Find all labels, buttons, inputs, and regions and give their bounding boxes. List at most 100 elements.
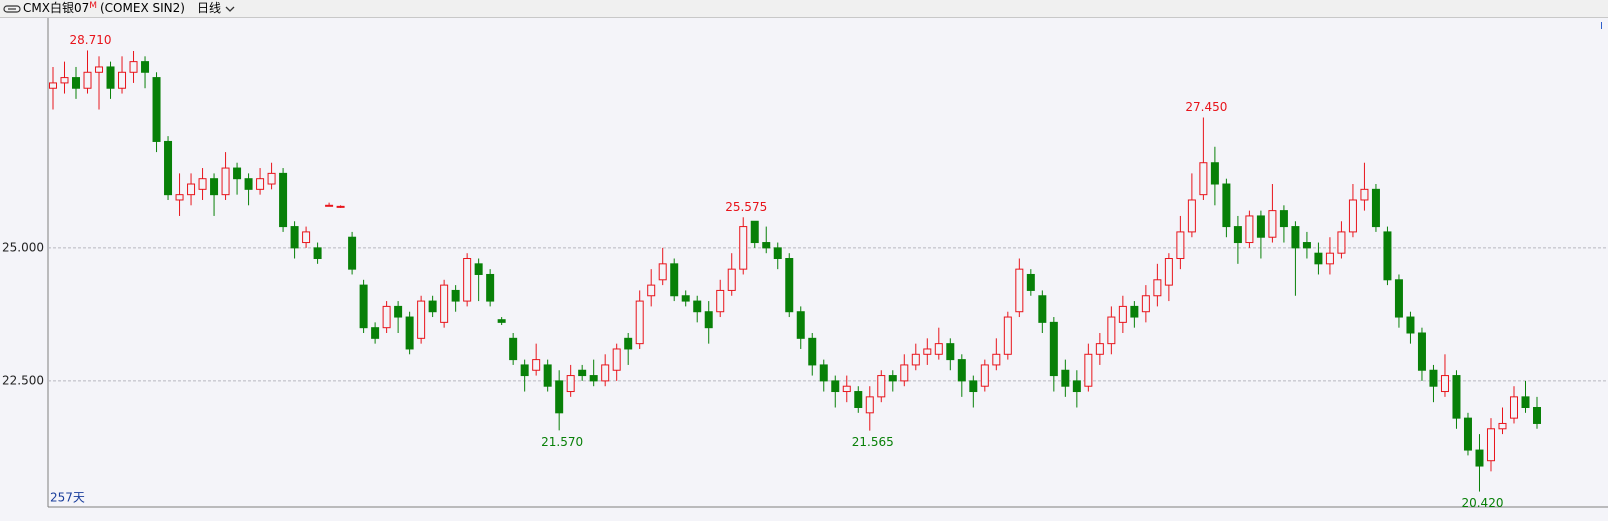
- exchange: (COMEX SIN2): [100, 1, 185, 15]
- candle-body: [440, 284, 449, 323]
- high-label: 27.450: [1185, 100, 1227, 114]
- candle-body: [1061, 369, 1070, 387]
- candle-body: [256, 178, 265, 190]
- candle-body: [405, 316, 414, 350]
- candle-body: [1325, 252, 1334, 265]
- link-icon[interactable]: [3, 4, 21, 14]
- candle-body: [773, 247, 782, 260]
- period: 日线: [196, 1, 221, 15]
- candle-body: [1153, 279, 1162, 297]
- candle-body: [1394, 279, 1403, 318]
- candle-body: [762, 242, 771, 249]
- candle-body: [739, 226, 748, 270]
- candle-body: [670, 263, 679, 297]
- candle-body: [1233, 226, 1242, 244]
- candle-body: [509, 337, 518, 361]
- period-select[interactable]: 日线: [197, 1, 235, 15]
- candle-body: [1371, 188, 1380, 228]
- candle-body: [704, 311, 713, 329]
- candle-body: [681, 295, 690, 302]
- candle-body: [1509, 396, 1518, 419]
- candle-body: [267, 172, 276, 185]
- candle-body: [831, 380, 840, 393]
- candle-body: [635, 300, 644, 345]
- candle-body: [854, 391, 863, 408]
- candle-body: [49, 82, 57, 89]
- candle-body: [72, 77, 81, 89]
- flag: M: [89, 1, 97, 11]
- high-label: 25.575: [725, 200, 767, 214]
- candle-body: [842, 385, 851, 393]
- candle-body: [1210, 162, 1219, 185]
- chart: 257天 I 22.500 25.000 28.710 25.575 27.450 21.…: [2, 18, 1608, 510]
- candle-body: [1015, 268, 1024, 313]
- candle-body: [451, 289, 460, 302]
- candle-body: [900, 364, 909, 382]
- candle-body: [1268, 210, 1277, 238]
- candle-body: [1337, 231, 1346, 254]
- candle-body: [957, 359, 966, 382]
- candle-body: [233, 167, 242, 180]
- candle-body: [1463, 417, 1472, 451]
- y-tick-label: 22.500: [2, 373, 44, 387]
- low-label: 20.420: [1461, 496, 1503, 510]
- candle-body: [1256, 215, 1265, 238]
- candle-body: [1130, 305, 1139, 318]
- chevron: [225, 6, 235, 12]
- candle-body: [279, 172, 288, 228]
- candle-body: [129, 61, 138, 73]
- candle-body: [1164, 258, 1173, 286]
- candle-body: [152, 77, 161, 142]
- candle-body: [1429, 369, 1438, 387]
- candle-body: [865, 396, 874, 414]
- candle-body: [60, 77, 69, 84]
- candle-body: [175, 194, 184, 201]
- candle-body: [1383, 231, 1392, 281]
- candle-body: [106, 66, 115, 89]
- candle-body: [371, 327, 380, 339]
- candle-body: [244, 178, 253, 190]
- candle-body: [1141, 295, 1150, 313]
- candle-body: [1118, 305, 1127, 323]
- candle-body: [118, 71, 127, 89]
- candle-body: [290, 226, 299, 249]
- symbol: CMX白银07: [23, 1, 90, 15]
- candle-body: [302, 231, 311, 244]
- candle-body: [612, 348, 621, 371]
- candle-body: [497, 319, 506, 323]
- candle-body: [187, 183, 196, 196]
- candle-body: [1475, 449, 1484, 467]
- candle-body: [141, 61, 150, 73]
- candle-body: [325, 204, 334, 207]
- candle-body: [911, 353, 920, 366]
- candle-body: [566, 375, 575, 393]
- candle-body: [313, 247, 322, 260]
- candle-body: [934, 343, 943, 355]
- candle-body: [463, 258, 472, 302]
- candle-body: [336, 205, 345, 208]
- candle-body: [601, 364, 610, 382]
- candle-body: [1072, 380, 1081, 393]
- candle-body: [1360, 188, 1369, 201]
- candle-body: [624, 337, 633, 350]
- candle-body: [1084, 353, 1093, 387]
- candle-body: [1291, 226, 1300, 249]
- candle-body: [1314, 252, 1323, 265]
- candle-body: [1245, 215, 1254, 244]
- days-label: 257天: [50, 491, 85, 505]
- candle-body: [1279, 210, 1288, 228]
- candle-body: [417, 300, 426, 339]
- candle-body: [727, 268, 736, 291]
- candle-body: [1049, 321, 1058, 377]
- candle-body: [658, 263, 667, 281]
- candle-body: [992, 353, 1001, 366]
- candle-body: [1440, 375, 1449, 393]
- candle-body: [796, 311, 805, 339]
- candle-body: [221, 167, 230, 196]
- candle-body: [750, 220, 759, 244]
- candle-body: [1107, 316, 1116, 345]
- candle-body: [877, 375, 886, 398]
- candle-body: [1417, 332, 1426, 371]
- candle-body: [578, 369, 587, 377]
